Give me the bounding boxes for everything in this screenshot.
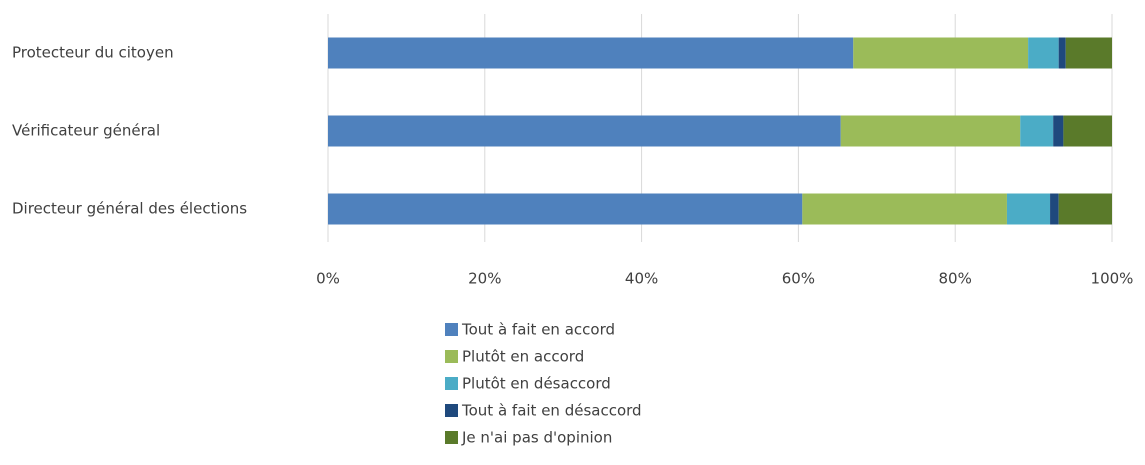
x-tick-label: 20% [468,270,501,288]
bar-segment [1028,37,1059,69]
x-tick-label: 100% [1091,270,1134,288]
x-tick-label: 40% [625,270,658,288]
x-tick-label: 80% [939,270,972,288]
x-tick-label: 60% [782,270,815,288]
legend-label: Tout à fait en désaccord [461,402,642,420]
y-tick-label: Directeur général des élections [12,200,247,218]
bar-segment [1053,115,1064,147]
legend-label: Plutôt en accord [462,348,584,366]
bar-segment [1020,115,1054,147]
legend-swatch [445,323,458,336]
bar-segment [1050,193,1059,225]
bar-segment [1065,37,1112,69]
bar-segment [1006,193,1051,225]
legend-swatch [445,404,458,417]
legend-swatch [445,350,458,363]
bar-segment [328,37,854,69]
bar-segment [840,115,1021,147]
legend-label: Plutôt en désaccord [462,375,611,393]
bar-segment [1063,115,1112,147]
bar-segment [853,37,1029,69]
y-tick-label: Vérificateur général [12,122,160,140]
bar-segment [328,193,803,225]
bar-segment [328,115,841,147]
x-tick-label: 0% [316,270,340,288]
bar-segment [1058,193,1112,225]
legend-swatch [445,377,458,390]
legend-label: Je n'ai pas d'opinion [461,429,612,447]
legend-label: Tout à fait en accord [461,321,615,339]
y-tick-label: Protecteur du citoyen [12,44,174,62]
bar-segment [1058,37,1066,69]
legend-swatch [445,431,458,444]
bar-segment [802,193,1007,225]
